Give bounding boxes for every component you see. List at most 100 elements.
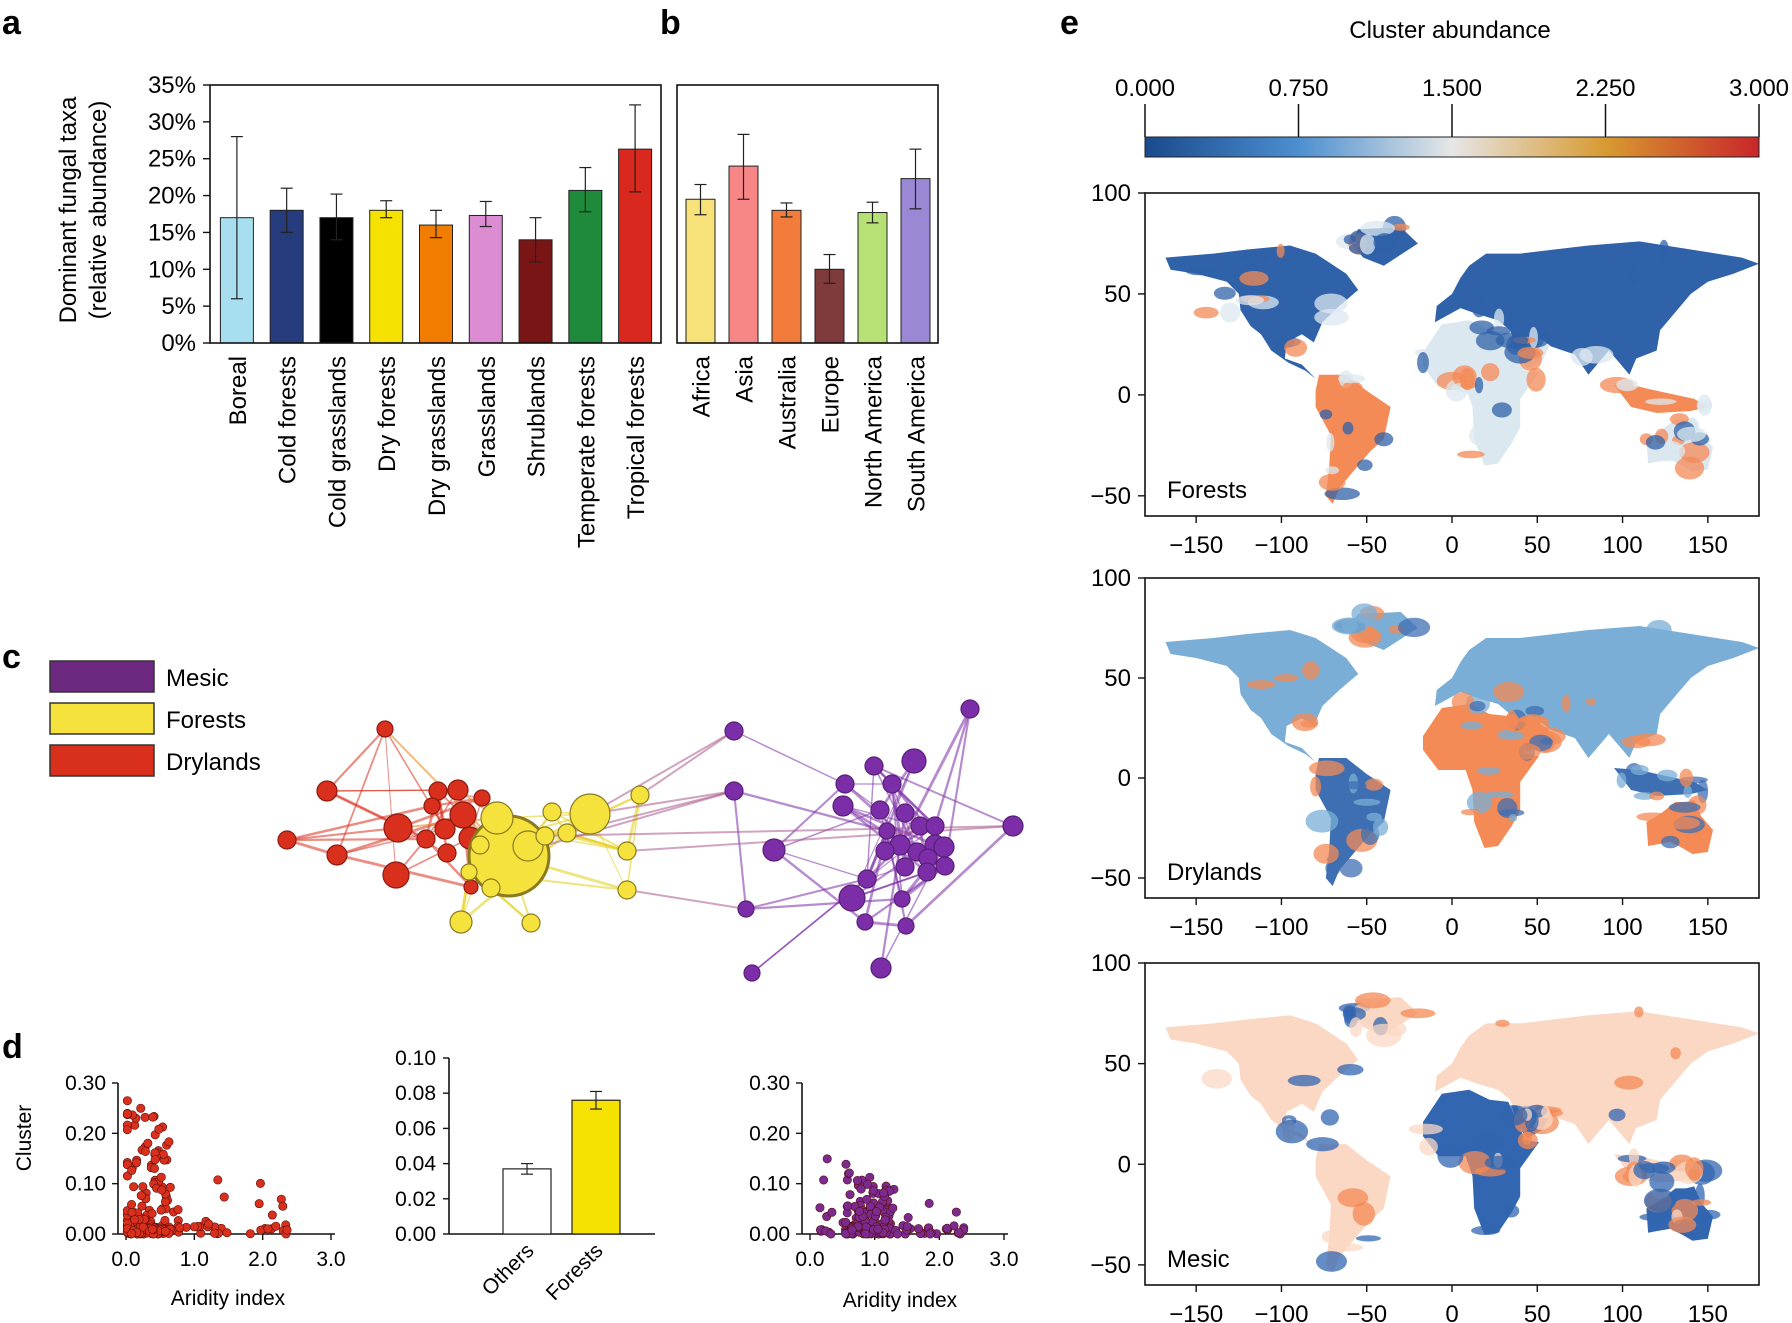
panel-d3-ytick-label: 0.20 (749, 1122, 790, 1145)
network-edge (326, 728, 386, 792)
panel-b-category-label: South America (904, 355, 931, 512)
panel-d1-point (138, 1222, 148, 1232)
network-node-drylands (434, 818, 456, 840)
map-patch (1633, 792, 1655, 800)
map-patch (1475, 1133, 1503, 1150)
panel-d3-point (827, 1207, 837, 1217)
map-patch (1504, 393, 1520, 401)
map-title: Forests (1167, 477, 1247, 504)
map-patch (1616, 1063, 1642, 1070)
panel-a-ylabel-line2: (relative abundance) (85, 101, 112, 320)
panel-d1-point (150, 1155, 160, 1165)
panel-d1-point (263, 1224, 273, 1234)
map-ytick-label: 0 (1118, 382, 1131, 409)
map-xtick-label: −100 (1254, 1301, 1308, 1323)
panel-d1-xlabel: Aridity index (171, 1287, 286, 1310)
map-ytick-label: 0 (1118, 1151, 1131, 1178)
map-xtick-label: −150 (1169, 1301, 1223, 1323)
panel-d3-point (856, 1184, 866, 1194)
network-edge (626, 825, 1014, 852)
panel-a-bar (369, 209, 404, 344)
panel-d1-point (140, 1146, 150, 1156)
map-patch (1632, 733, 1666, 747)
map-ytick-label: 100 (1091, 565, 1131, 592)
map-patch (1636, 812, 1669, 822)
panel-a-ytick-label: 20% (148, 183, 196, 210)
panel-d1-ytick-label: 0.20 (65, 1122, 106, 1145)
map-patch (1341, 380, 1364, 398)
panel-a-ytick-label: 15% (148, 219, 196, 246)
panel-a-ytick-label: 10% (148, 256, 196, 283)
map-patch (1578, 688, 1598, 700)
legend-drylands-label: Drylands (166, 749, 261, 776)
panel-d1-point (267, 1210, 277, 1220)
map-patch (1508, 743, 1541, 760)
network-edge (891, 783, 936, 827)
panel-d2-ytick-label: 0.10 (395, 1047, 436, 1070)
network-node-drylands (437, 843, 457, 863)
network-edge (336, 728, 386, 856)
panel-d1-ytick-label: 0.30 (65, 1072, 106, 1095)
network-node-drylands (376, 720, 394, 738)
map-patch (1634, 1006, 1644, 1018)
panel-b-frame (676, 84, 939, 344)
map-xtick-label: 0 (1445, 532, 1458, 559)
panel-a-ylabel-line1: Dominant fungal taxa (55, 96, 82, 323)
panel-d1-point (122, 1096, 132, 1106)
map-patch (1668, 801, 1701, 813)
panel-a-category-label: Grasslands (474, 356, 501, 477)
network-edge (425, 838, 472, 888)
map-patch (1691, 1199, 1712, 1206)
network-node-forests (557, 823, 577, 843)
map-patch (1676, 426, 1706, 442)
map-patch (1341, 618, 1358, 634)
network-node-drylands (382, 861, 410, 889)
map-patch (1321, 1230, 1337, 1243)
map-patch (1318, 473, 1346, 491)
panel-d-scatter-drylands: Cluster 0.00 0.10 0.20 0.30 0.0 1.0 2.0 3.0 Ar… (13, 1072, 346, 1310)
map-patch (1291, 712, 1319, 732)
network-node-mesic (925, 816, 945, 836)
map-patch (1541, 1106, 1551, 1119)
map-patch (1372, 818, 1389, 836)
map-patch (1546, 1089, 1580, 1102)
panel-d-scatter-mesic: 0.00 0.10 0.20 0.30 0.0 1.0 2.0 3.0 Aridity in… (749, 1072, 1018, 1312)
colorbar-tick-label: 0.750 (1268, 75, 1328, 102)
network-node-mesic (870, 800, 890, 820)
panel-d3-point (841, 1159, 851, 1169)
panel-d3-point (951, 1207, 961, 1217)
panel-d1-point (143, 1138, 153, 1148)
map-xtick-label: −50 (1346, 532, 1387, 559)
panel-d2-bar (502, 1168, 552, 1235)
network-node-drylands (316, 780, 338, 802)
panel-d1-point (255, 1178, 265, 1188)
map-patch (1359, 234, 1376, 255)
panel-d1-point (210, 1228, 220, 1238)
map-patch (1325, 466, 1340, 475)
map-patch (1639, 1213, 1668, 1221)
map-patch (1205, 650, 1237, 658)
map-ytick-label: −50 (1090, 1252, 1131, 1279)
panel-d3-point (815, 1203, 825, 1213)
panel-d3-ytick-label: 0.00 (749, 1223, 790, 1246)
panel-d3-point (822, 1154, 832, 1164)
panel-d2-ytick-label: 0.02 (395, 1188, 436, 1211)
panel-d2-category-label: Forests (542, 1239, 608, 1305)
legend-forests-label: Forests (166, 707, 246, 734)
panel-a-ytick-label: 0% (161, 330, 196, 357)
network-node-drylands (326, 844, 348, 866)
network-node-mesic (864, 756, 884, 776)
map-patch (1466, 791, 1493, 814)
map-patch (1460, 721, 1483, 730)
network-node-forests (521, 913, 541, 933)
legend-drylands-swatch (49, 744, 155, 777)
map-landmass (1165, 245, 1359, 379)
map-patch (1660, 835, 1680, 849)
panel-d2-category-label: Others (478, 1239, 539, 1300)
panel-d2-bar (571, 1099, 621, 1235)
panel-d3-point (879, 1188, 889, 1198)
panel-a-bar-chart: Dominant fungal taxa (relative abundance… (55, 72, 662, 548)
network-node-mesic (856, 913, 874, 931)
panel-d1-point (160, 1215, 170, 1225)
map-xtick-label: −100 (1254, 914, 1308, 941)
